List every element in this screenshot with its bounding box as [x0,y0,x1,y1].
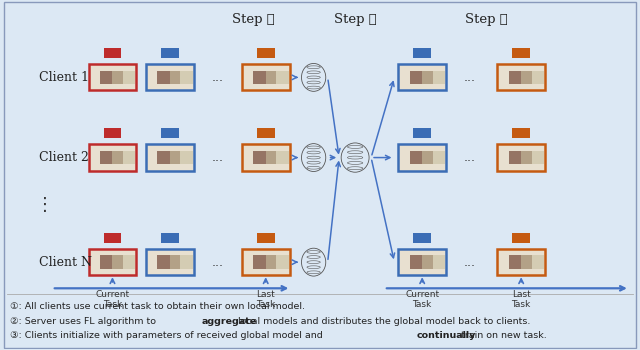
Bar [410,151,433,164]
Bar [398,64,446,90]
Bar [509,71,532,84]
Bar [157,71,180,84]
Text: Client 2: Client 2 [39,151,89,164]
Text: Client 1: Client 1 [39,71,89,84]
Bar [512,128,530,138]
Bar [410,256,433,269]
Bar [113,256,136,269]
Bar [521,256,544,269]
Bar [170,151,193,164]
Bar [512,48,530,58]
Text: ...: ... [464,151,476,164]
Bar [146,145,194,171]
Text: ...: ... [212,151,224,164]
Bar [253,151,276,164]
Bar [266,256,289,269]
Bar [88,145,136,171]
Text: aggregate: aggregate [202,317,257,326]
Bar [497,145,545,171]
Bar [410,71,433,84]
Bar [422,256,445,269]
Text: Last
Task: Last Task [511,290,531,309]
Text: ③: Clients initialize with parameters of received global model and: ③: Clients initialize with parameters of… [10,331,326,340]
Bar [413,48,431,58]
Bar [521,71,544,84]
Bar [422,151,445,164]
Bar [146,249,194,275]
Bar [413,128,431,138]
Bar [253,71,276,84]
Bar [257,233,275,243]
Text: ...: ... [212,71,224,84]
Text: Client N: Client N [39,256,92,269]
Bar [242,145,290,171]
Text: Step ③: Step ③ [465,13,508,26]
Text: ...: ... [212,256,224,269]
Bar [157,256,180,269]
Bar [253,256,276,269]
Text: ...: ... [464,256,476,269]
Text: ②: Server uses FL algorithm to: ②: Server uses FL algorithm to [10,317,159,326]
Bar [170,71,193,84]
Text: Step ②: Step ② [333,13,376,26]
Bar [161,233,179,243]
Bar [497,249,545,275]
Bar [161,48,179,58]
Bar [104,128,122,138]
Bar [242,249,290,275]
Bar [170,256,193,269]
Bar [104,48,122,58]
Bar [266,71,289,84]
Text: ...: ... [464,71,476,84]
Bar [413,233,431,243]
Text: Current
Task: Current Task [405,290,439,309]
Bar [497,64,545,90]
Bar [100,151,123,164]
Bar [88,64,136,90]
Bar [509,151,532,164]
Bar [512,233,530,243]
Bar [398,249,446,275]
Text: continually: continually [417,331,476,340]
Text: ⋮: ⋮ [36,196,54,213]
Bar [266,151,289,164]
Bar [100,71,123,84]
Bar [242,64,290,90]
Bar [422,71,445,84]
Text: train on new task.: train on new task. [458,331,547,340]
Bar [521,151,544,164]
Text: ①: All clients use current task to obtain their own local model.: ①: All clients use current task to obtai… [10,302,305,311]
Text: Current
Task: Current Task [95,290,129,309]
Bar [146,64,194,90]
Bar [104,233,122,243]
Bar [88,249,136,275]
Text: Step ①: Step ① [232,13,275,26]
Bar [113,71,136,84]
Bar [509,256,532,269]
Bar [161,128,179,138]
Text: Last
Task: Last Task [256,290,275,309]
Text: local models and distributes the global model back to clients.: local models and distributes the global … [236,317,531,326]
Bar [257,48,275,58]
Bar [157,151,180,164]
Bar [100,256,123,269]
Bar [113,151,136,164]
Bar [257,128,275,138]
Bar [398,145,446,171]
